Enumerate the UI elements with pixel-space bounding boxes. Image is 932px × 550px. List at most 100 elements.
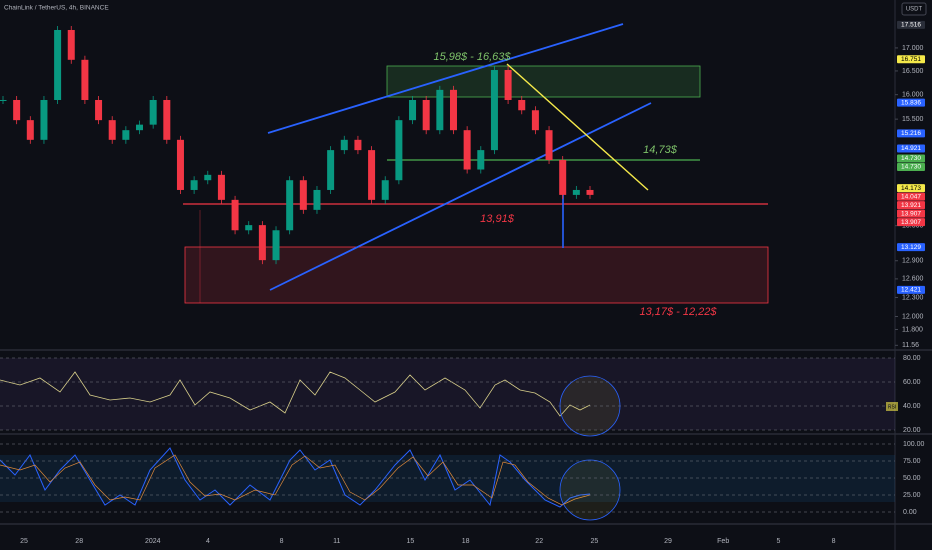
- date-label: 15: [407, 538, 415, 545]
- price-tick-label: 15.500: [902, 116, 924, 123]
- date-label: 2024: [145, 538, 161, 545]
- price-badge: [897, 201, 925, 210]
- indicator-tick-label: 25.00: [903, 492, 921, 499]
- stoch-band: [0, 455, 895, 502]
- price-badge: [897, 154, 925, 163]
- candle: [586, 189, 594, 195]
- price-badge: [897, 144, 925, 153]
- indicator-tick-label: 40.00: [903, 403, 921, 410]
- date-label: 5: [776, 538, 780, 545]
- price-badge: [897, 162, 925, 171]
- candle: [340, 139, 348, 151]
- currency-box[interactable]: [901, 2, 927, 16]
- price-badge: [897, 285, 925, 294]
- price-badge-label: 15.836: [901, 99, 921, 106]
- candle: [313, 189, 321, 210]
- indicator-tick-label: 0.00: [903, 509, 917, 516]
- annotation: 13,17$ - 12,22$: [639, 306, 717, 318]
- candle: [26, 120, 34, 140]
- candle: [13, 99, 21, 121]
- trend-line: [506, 63, 649, 191]
- stoch-d-line: [0, 454, 591, 506]
- candle: [95, 99, 103, 121]
- price-badge: [897, 192, 925, 201]
- candle: [217, 174, 225, 200]
- candle: [368, 150, 376, 200]
- candle: [136, 124, 144, 131]
- highlight-circle: [559, 459, 621, 521]
- date-label: 8: [280, 538, 284, 545]
- price-badge: [897, 55, 925, 64]
- rsi-band: [0, 358, 895, 430]
- price-badge: [897, 184, 925, 193]
- price-tick-label: 17.000: [902, 45, 924, 52]
- price-badge: [897, 209, 925, 218]
- date-label: 11: [333, 538, 340, 545]
- indicator-tick-label: 50.00: [903, 475, 921, 482]
- date-label: 8: [832, 538, 836, 545]
- stoch-k-line: [0, 447, 591, 508]
- rsi-badge-box: [886, 402, 898, 411]
- candle: [463, 130, 471, 170]
- annotation: 13,91$: [480, 213, 515, 225]
- price-badge-label: 13.907: [901, 219, 921, 226]
- candle: [286, 180, 294, 231]
- annotation: 15,98$ - 16,63$: [433, 51, 511, 63]
- indicator-tick-label: 80.00: [903, 355, 921, 362]
- candle: [409, 99, 417, 121]
- candle: [327, 150, 335, 190]
- candle: [258, 225, 266, 261]
- date-label: 18: [462, 538, 470, 545]
- candle: [504, 70, 512, 100]
- rsi-line: [0, 371, 591, 417]
- price-badge-label: 12.421: [901, 287, 921, 294]
- channel-line: [267, 23, 624, 134]
- symbol-title: ChainLink / TetherUS, 4h, BINANCE: [4, 5, 109, 12]
- date-label: 29: [664, 538, 672, 545]
- price-badge: [897, 129, 925, 138]
- indicator-tick-label: 100.00: [903, 441, 925, 448]
- price-badge-label: 13.907: [901, 210, 921, 217]
- candle: [81, 59, 89, 100]
- candle: [477, 150, 485, 170]
- price-badge-label: 17.516: [901, 22, 921, 29]
- price-badge: [897, 20, 925, 29]
- candle: [449, 89, 457, 131]
- currency[interactable]: USDT: [906, 7, 923, 13]
- candle: [381, 180, 389, 200]
- date-label: 25: [591, 538, 599, 545]
- candle: [122, 130, 130, 140]
- candle: [149, 99, 157, 125]
- price-tick-label: 12.300: [902, 294, 924, 301]
- candle: [531, 110, 539, 131]
- candle: [299, 180, 307, 210]
- candle: [518, 99, 526, 111]
- price-badge: [897, 243, 925, 252]
- date-label: 28: [75, 538, 83, 545]
- candle: [67, 29, 75, 60]
- support-zone: [184, 246, 769, 304]
- date-label: 25: [20, 538, 28, 545]
- candle: [490, 70, 498, 151]
- candle: [176, 139, 184, 190]
- candle: [545, 130, 553, 161]
- candle: [354, 139, 362, 151]
- candle: [54, 29, 62, 100]
- price-badge-label: 13.129: [901, 244, 921, 251]
- annotation: 14,73$: [643, 144, 678, 156]
- price-badge-label: 15.216: [901, 130, 921, 137]
- date-label: 4: [206, 538, 210, 545]
- candle: [395, 120, 403, 181]
- price-badge-label: 14.921: [901, 145, 921, 152]
- rsi-badge: RSI: [888, 404, 896, 410]
- candle: [0, 99, 7, 101]
- price-badge-label: 14.047: [901, 193, 921, 200]
- price-tick-label: 16.000: [902, 92, 924, 99]
- price-badge-label: 16.751: [901, 56, 921, 63]
- candle: [272, 230, 280, 261]
- candle: [40, 99, 48, 140]
- price-badge-label: 14.173: [901, 185, 921, 192]
